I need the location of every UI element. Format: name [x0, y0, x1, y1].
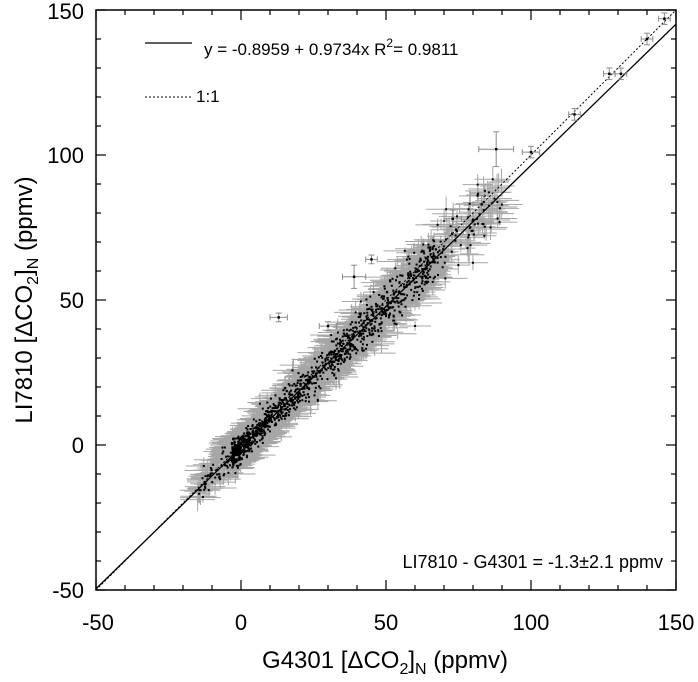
scatter-chart: -50 0 50 100 150 -50 0 50 100 150 G4301 … [11, 0, 694, 678]
